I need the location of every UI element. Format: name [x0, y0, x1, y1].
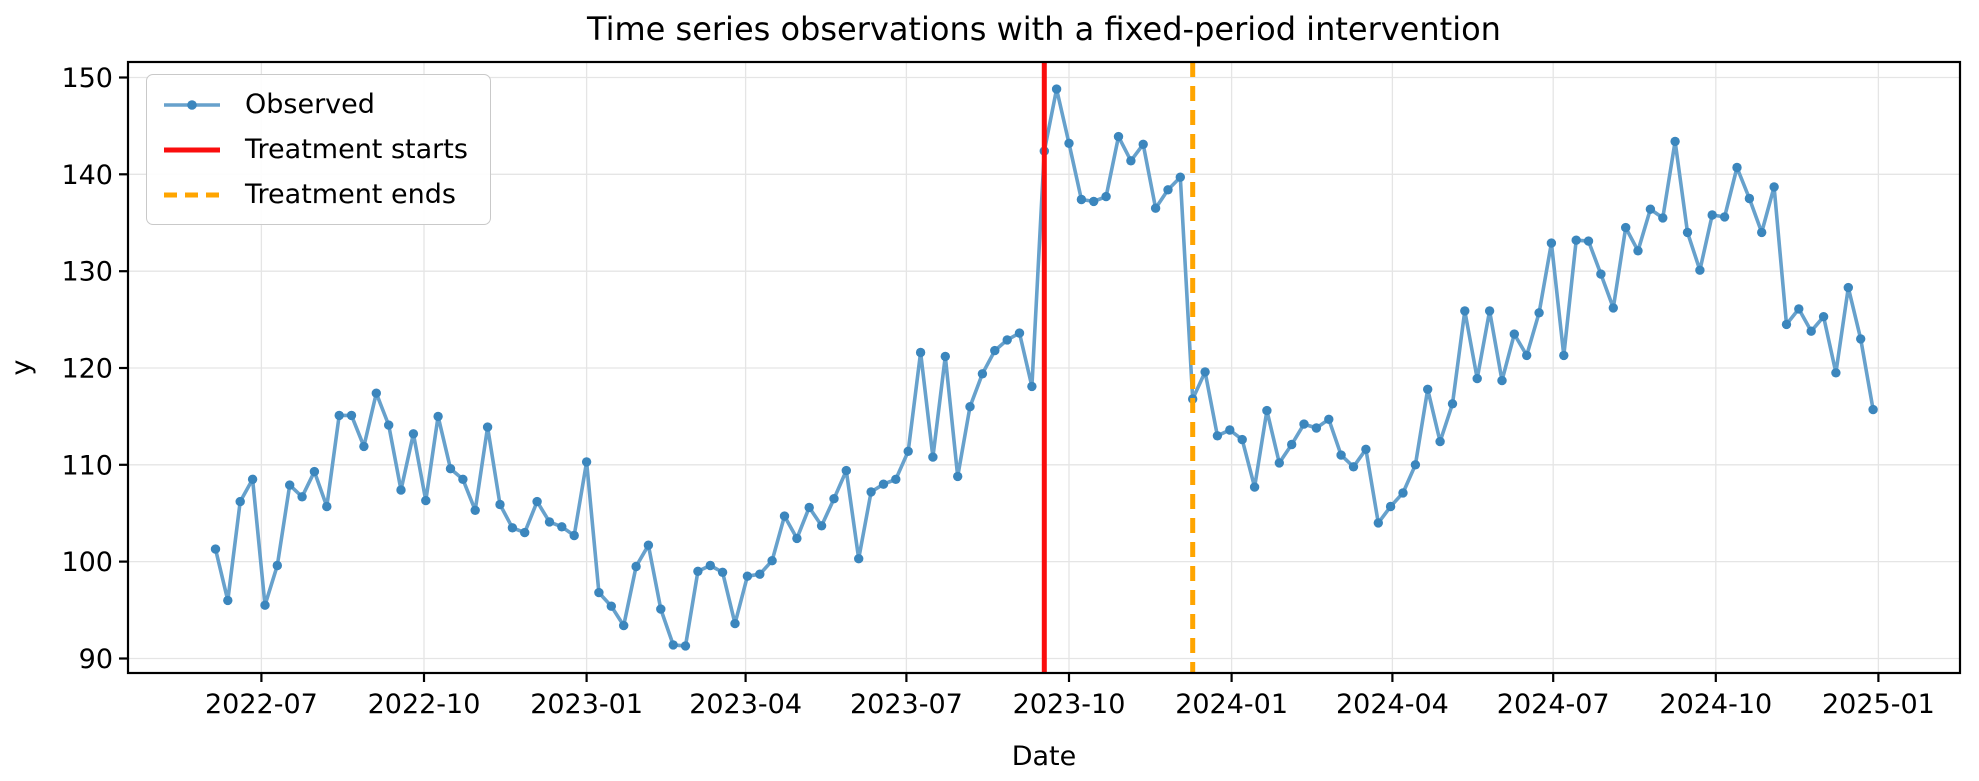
- x-tick-label: 2023-07: [850, 689, 963, 720]
- legend-label-treatment-ends: Treatment ends: [245, 179, 456, 210]
- legend-item-observed: Observed: [161, 82, 468, 127]
- x-tick-label: 2025-01: [1822, 689, 1935, 720]
- chart-title: Time series observations with a fixed-pe…: [587, 10, 1501, 48]
- solid-red-line-icon: [164, 147, 220, 152]
- observed-series-markers: [210, 84, 1878, 651]
- dashed-orange-line-icon: [164, 192, 220, 197]
- y-tick-label: 130: [61, 257, 113, 288]
- x-tick-label: 2023-10: [1013, 689, 1126, 720]
- x-tick-label: 2023-01: [530, 689, 643, 720]
- y-tick-label: 100: [61, 547, 113, 578]
- y-tick-label: 90: [79, 644, 113, 675]
- y-tick-label: 110: [61, 450, 113, 481]
- observed-line-icon: [164, 99, 220, 110]
- y-tick-label: 150: [61, 63, 113, 94]
- y-tick-label: 140: [61, 160, 113, 191]
- x-tick-label: 2024-07: [1497, 689, 1610, 720]
- legend-label-observed: Observed: [245, 89, 375, 120]
- legend-item-treatment-starts: Treatment starts: [161, 127, 468, 172]
- legend-label-treatment-starts: Treatment starts: [245, 134, 468, 165]
- x-tick-label: 2024-10: [1659, 689, 1772, 720]
- x-tick-label: 2022-07: [205, 689, 318, 720]
- legend: Observed Treatment starts Treatment ends: [146, 74, 491, 225]
- x-tick-label: 2022-10: [368, 689, 481, 720]
- y-axis-label: y: [6, 359, 37, 375]
- y-tick-label: 120: [61, 354, 113, 385]
- legend-item-treatment-ends: Treatment ends: [161, 172, 468, 217]
- x-tick-label: 2024-01: [1175, 689, 1288, 720]
- x-axis-label: Date: [1012, 741, 1077, 772]
- x-tick-label: 2023-04: [689, 689, 802, 720]
- x-tick-label: 2024-04: [1336, 689, 1449, 720]
